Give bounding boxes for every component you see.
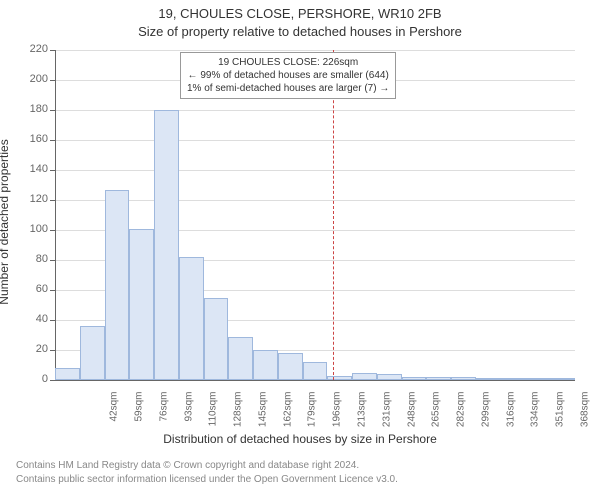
histogram-bar bbox=[105, 190, 130, 381]
annotation-line-2: ← 99% of detached houses are smaller (64… bbox=[187, 69, 389, 82]
y-tick-label: 20 bbox=[0, 343, 48, 355]
x-axis-title: Distribution of detached houses by size … bbox=[0, 432, 600, 446]
y-tick bbox=[50, 140, 55, 141]
plot-area bbox=[55, 50, 575, 381]
histogram-bar bbox=[303, 362, 328, 380]
y-tick-label: 200 bbox=[0, 73, 48, 85]
histogram-bar bbox=[228, 337, 253, 381]
histogram-bar bbox=[278, 353, 303, 380]
histogram-bar bbox=[352, 373, 377, 381]
y-tick-label: 80 bbox=[0, 253, 48, 265]
footer-line-2: Contains public sector information licen… bbox=[16, 474, 398, 485]
histogram-bar bbox=[80, 326, 105, 380]
y-tick bbox=[50, 380, 55, 381]
chart-title-sub: Size of property relative to detached ho… bbox=[0, 24, 600, 39]
reference-line bbox=[333, 50, 334, 380]
histogram-bar bbox=[451, 377, 476, 380]
y-tick bbox=[50, 230, 55, 231]
y-tick bbox=[50, 350, 55, 351]
y-tick bbox=[50, 170, 55, 171]
histogram-bar bbox=[402, 377, 427, 380]
y-tick bbox=[50, 80, 55, 81]
y-tick-label: 220 bbox=[0, 43, 48, 55]
y-tick-label: 100 bbox=[0, 223, 48, 235]
histogram-bar bbox=[204, 298, 229, 381]
chart-title-main: 19, CHOULES CLOSE, PERSHORE, WR10 2FB bbox=[0, 6, 600, 21]
annotation-box: 19 CHOULES CLOSE: 226sqm ← 99% of detach… bbox=[180, 52, 396, 99]
y-tick-label: 120 bbox=[0, 193, 48, 205]
y-tick-label: 160 bbox=[0, 133, 48, 145]
y-tick bbox=[50, 110, 55, 111]
histogram-bar bbox=[501, 378, 526, 380]
chart-container: 19, CHOULES CLOSE, PERSHORE, WR10 2FB Si… bbox=[0, 0, 600, 500]
y-tick bbox=[50, 320, 55, 321]
y-tick bbox=[50, 50, 55, 51]
y-tick bbox=[50, 290, 55, 291]
footer-line-1: Contains HM Land Registry data © Crown c… bbox=[16, 460, 359, 471]
y-tick-label: 40 bbox=[0, 313, 48, 325]
y-tick-label: 60 bbox=[0, 283, 48, 295]
histogram-bar bbox=[476, 378, 501, 380]
histogram-bar bbox=[129, 229, 154, 381]
histogram-bar bbox=[525, 378, 550, 380]
annotation-line-1: 19 CHOULES CLOSE: 226sqm bbox=[187, 56, 389, 69]
histogram-bar bbox=[179, 257, 204, 380]
histogram-bar bbox=[154, 110, 179, 380]
y-tick bbox=[50, 200, 55, 201]
y-tick-label: 140 bbox=[0, 163, 48, 175]
histogram-bar bbox=[550, 378, 575, 380]
annotation-line-3: 1% of semi-detached houses are larger (7… bbox=[187, 82, 389, 95]
histogram-bar bbox=[426, 377, 451, 380]
histogram-bar bbox=[253, 350, 278, 380]
y-tick bbox=[50, 260, 55, 261]
histogram-bar bbox=[55, 368, 80, 380]
histogram-bar bbox=[377, 374, 402, 380]
y-tick-label: 180 bbox=[0, 103, 48, 115]
y-tick-label: 0 bbox=[0, 373, 48, 385]
histogram-bar bbox=[327, 376, 352, 381]
